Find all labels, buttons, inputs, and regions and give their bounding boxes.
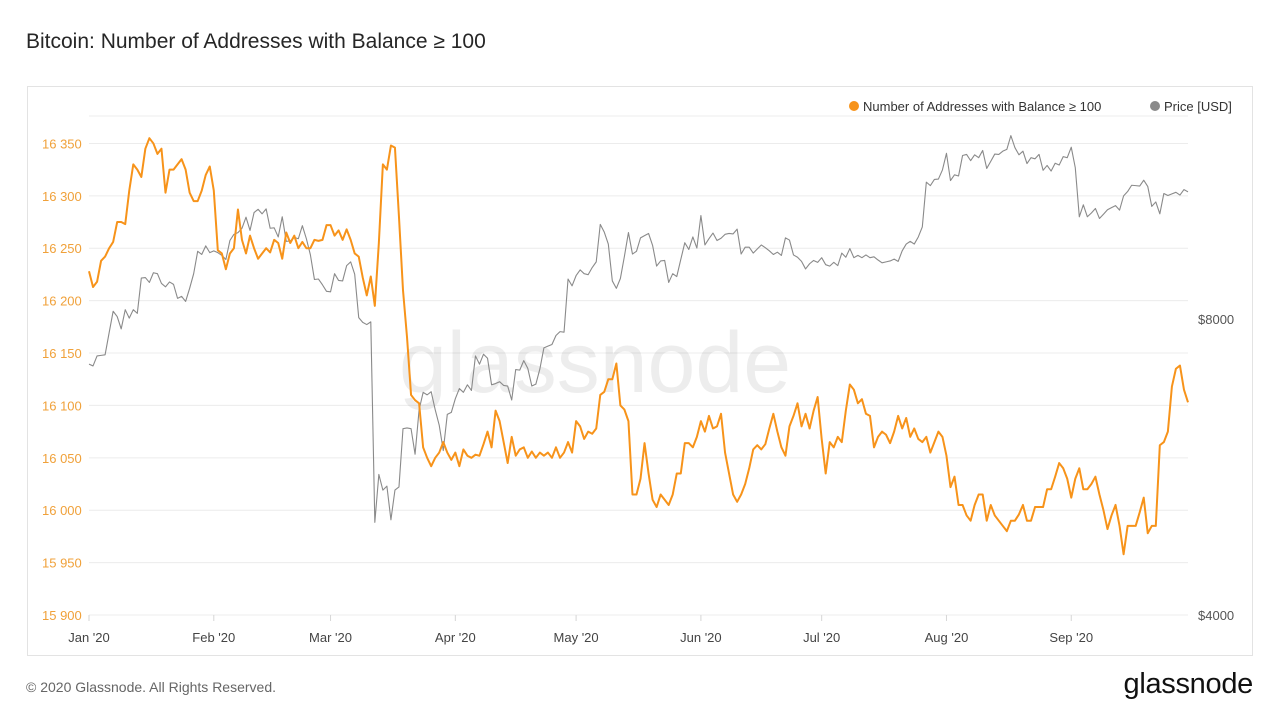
brand-logo[interactable]: glassnode: [1123, 668, 1253, 700]
left-axis-tick-label: 16 250: [42, 241, 82, 256]
legend-label-price: Price [USD]: [1164, 99, 1232, 114]
left-axis-tick-label: 15 950: [42, 556, 82, 571]
left-axis-tick-label: 16 100: [42, 398, 82, 413]
x-axis-tick-label: Jun '20: [680, 630, 722, 645]
left-axis-tick-label: 16 000: [42, 503, 82, 518]
left-axis-tick-label: 16 200: [42, 294, 82, 309]
left-axis-tick-label: 16 150: [42, 346, 82, 361]
left-axis-tick-label: 15 900: [42, 608, 82, 623]
legend-marker-price: [1150, 101, 1160, 111]
chart-title: Bitcoin: Number of Addresses with Balanc…: [26, 30, 486, 53]
x-axis-tick-label: Sep '20: [1049, 630, 1093, 645]
left-axis-tick-label: 16 050: [42, 451, 82, 466]
right-axis-tick-label: $8000: [1198, 312, 1234, 327]
right-axis-tick-label: $4000: [1198, 608, 1234, 623]
x-axis-tick-label: Aug '20: [925, 630, 969, 645]
legend-item-price[interactable]: Price [USD]: [1150, 99, 1232, 114]
x-axis-tick-label: Jan '20: [68, 630, 110, 645]
price-line: [88, 135, 1189, 523]
x-axis-tick-label: Mar '20: [309, 630, 352, 645]
addresses-line: [88, 137, 1189, 556]
left-axis-tick-label: 16 300: [42, 189, 82, 204]
legend-label-addresses: Number of Addresses with Balance ≥ 100: [863, 99, 1101, 114]
chart-svg: glassnode 15 900 15 950 16 000 16 050 16 100…: [42, 99, 1234, 645]
left-axis: 15 900 15 950 16 000 16 050 16 100 16 150 16 2…: [42, 136, 82, 623]
x-axis-tick-label: Apr '20: [435, 630, 476, 645]
watermark: glassnode: [399, 315, 791, 411]
chart-panel: glassnode 15 900 15 950 16 000 16 050 16 100…: [27, 86, 1253, 656]
x-axis-tick-label: Feb '20: [192, 630, 235, 645]
left-axis-tick-label: 16 350: [42, 136, 82, 151]
legend-item-addresses[interactable]: Number of Addresses with Balance ≥ 100: [849, 99, 1101, 114]
x-axis: Jan '20 Feb '20 Mar '20 Apr '20 May '20 Jun '…: [68, 615, 1093, 645]
x-axis-tick-label: May '20: [554, 630, 599, 645]
price-series: [88, 135, 1189, 523]
copyright: © 2020 Glassnode. All Rights Reserved.: [26, 679, 277, 695]
right-axis: $4000 $8000: [1198, 312, 1234, 623]
grid-lines: [89, 115, 1188, 616]
legend-marker-addresses: [849, 101, 859, 111]
legend[interactable]: Number of Addresses with Balance ≥ 100 Pr…: [849, 99, 1232, 114]
x-axis-tick-label: Jul '20: [803, 630, 840, 645]
addresses-series: [88, 137, 1189, 556]
